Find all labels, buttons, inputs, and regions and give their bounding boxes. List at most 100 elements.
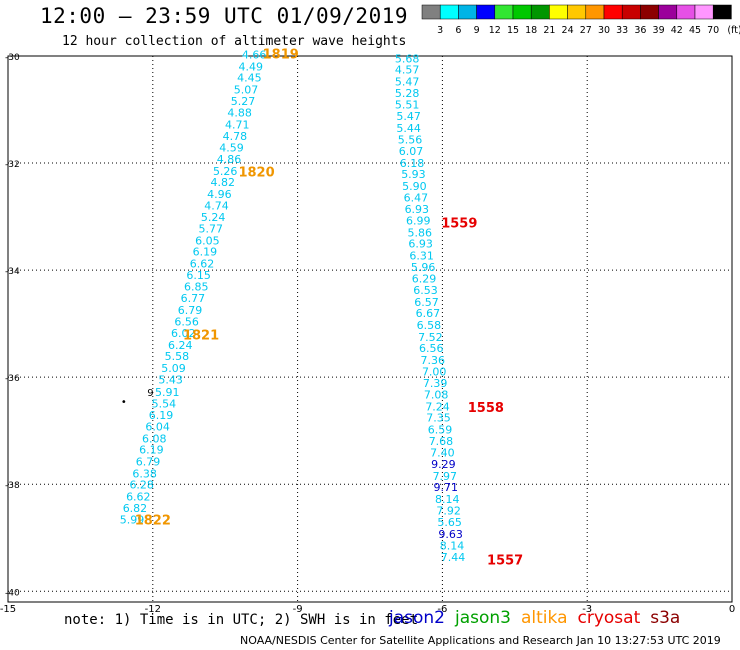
wave-height-value: 5.65 <box>437 516 462 529</box>
colorbar-swatch <box>549 4 568 20</box>
wave-height-value: 6.28 <box>129 479 154 492</box>
plot-frame <box>7 55 733 603</box>
wave-height-value: 7.24 <box>425 400 450 413</box>
pass-time-label: 1822 <box>135 513 171 528</box>
wave-height-value: 6.67 <box>416 307 441 320</box>
satellite-legend-jason3: jason3 <box>455 608 511 628</box>
wave-height-value: 9.71 <box>434 481 459 494</box>
colorbar-label: 6 <box>455 25 461 36</box>
wave-height-value: 6.15 <box>186 269 211 282</box>
colorbar-swatch <box>421 4 441 20</box>
wave-height-value: 5.07 <box>234 83 259 96</box>
wave-height-value: 5.47 <box>396 110 421 123</box>
wave-height-value: 5.96 <box>411 261 436 274</box>
wave-height-value: 5.77 <box>198 223 223 236</box>
wave-height-value: 4.71 <box>225 118 250 131</box>
colorbar-swatch <box>476 4 496 20</box>
wave-height-value: 5.26 <box>213 165 238 178</box>
colorbar-label: 39 <box>653 25 665 36</box>
wave-height-value: 7.35 <box>426 412 451 425</box>
wave-height-value: 6.07 <box>399 145 424 158</box>
wave-height-value: 6.38 <box>132 467 157 480</box>
wave-height-value: 6.77 <box>181 292 206 305</box>
wave-height-value: 6.19 <box>193 246 218 259</box>
wave-height-value: 6.08 <box>142 432 167 445</box>
satellite-legend-jason2: jason2 <box>389 608 445 628</box>
wave-height-value: 6.99 <box>406 215 431 228</box>
x-tick-label: -3 <box>582 604 592 615</box>
colorbar-label: 45 <box>689 25 701 36</box>
x-tick-label: -12 <box>145 604 161 615</box>
pass-time-label: 1558 <box>468 401 504 416</box>
wave-height-value: 6.93 <box>405 203 430 216</box>
pass-time-label: 1819 <box>263 48 299 63</box>
wave-height-value: 4.96 <box>207 188 232 201</box>
wave-height-value: 7.44 <box>441 551 466 564</box>
wave-height-value: 6.02 <box>171 327 196 340</box>
wave-height-value: 9.29 <box>431 458 456 471</box>
wave-height-value: 7.39 <box>423 377 448 390</box>
wave-height-value: 5.28 <box>395 87 420 100</box>
wave-height-value: 6.79 <box>136 456 161 469</box>
y-tick-label: -40 <box>5 588 20 598</box>
wave-height-value: 4.45 <box>237 72 262 85</box>
wave-height-value: 6.58 <box>417 319 442 332</box>
satellite-legend-s3a: s3a <box>650 608 681 628</box>
wave-height-value: 6.93 <box>408 238 433 251</box>
wave-height-value: 6.18 <box>400 157 425 170</box>
data-points: 4.664.494.455.075.274.884.714.784.594.86… <box>120 48 523 569</box>
wave-height-value: 5.43 <box>158 374 183 387</box>
wave-height-value: 6.29 <box>412 272 437 285</box>
wave-height-value: 7.68 <box>429 435 454 448</box>
stray-mark: • <box>121 397 127 408</box>
colorbar-swatch <box>621 4 641 20</box>
y-tick-label: -36 <box>5 374 20 384</box>
wave-height-value: 4.78 <box>223 130 248 143</box>
colorbar-label: 9 <box>474 25 480 36</box>
colorbar-label: 42 <box>671 25 683 36</box>
wave-height-value: 9.63 <box>438 528 463 541</box>
satellite-legend-cryosat: cryosat <box>577 608 641 628</box>
colorbar-label: 24 <box>562 25 574 36</box>
wave-height-value: 6.47 <box>404 192 429 205</box>
y-tick-label: -32 <box>5 160 20 170</box>
wave-height-value: 6.59 <box>428 423 453 436</box>
wave-height-value: 6.05 <box>195 234 220 247</box>
pass-time-label: 1557 <box>487 554 523 569</box>
colorbar-label: 30 <box>598 25 610 36</box>
wave-height-value: 5.47 <box>395 75 420 88</box>
colorbar-swatch <box>530 4 550 20</box>
colorbar-label: 3 <box>437 25 443 36</box>
colorbar-label: 12 <box>489 25 501 36</box>
colorbar-swatch <box>658 4 678 20</box>
wave-height-value: 8.14 <box>435 493 460 506</box>
wave-height-value: 6.79 <box>178 304 203 317</box>
x-tick-label: -15 <box>0 604 16 615</box>
colorbar-label: 36 <box>634 25 646 36</box>
wave-height-value: 4.86 <box>217 153 242 166</box>
wave-height-value: 5.51 <box>395 98 420 111</box>
wave-height-value: 5.58 <box>165 350 190 363</box>
colorbar-label: 70 <box>707 25 719 36</box>
wave-height-value: 5.99 <box>120 513 145 526</box>
colorbar-swatch <box>676 4 696 20</box>
wave-height-value: 6.19 <box>149 409 174 422</box>
wave-height-value: 7.08 <box>424 389 449 402</box>
wave-height-value: 5.56 <box>398 133 423 146</box>
chart-title: 12:00 — 23:59 UTC 01/09/2019 <box>40 4 409 28</box>
wave-height-value: 7.52 <box>418 331 443 344</box>
colorbar-swatch <box>494 4 514 20</box>
wave-height-value: 4.49 <box>239 60 264 73</box>
colorbar-swatch <box>585 4 605 20</box>
wave-height-value: 6.56 <box>419 342 444 355</box>
wave-height-value: 8.14 <box>440 540 465 553</box>
colorbar-label: 33 <box>616 25 628 36</box>
wave-height-value: 5.24 <box>201 211 226 224</box>
wave-height-value: 5.68 <box>395 52 420 65</box>
colorbar-swatch <box>694 4 714 20</box>
wave-height-value: 5.54 <box>152 398 177 411</box>
wave-height-value: 4.59 <box>219 141 244 154</box>
wave-height-value: 6.19 <box>139 444 164 457</box>
pass-time-label: 1820 <box>238 165 274 180</box>
